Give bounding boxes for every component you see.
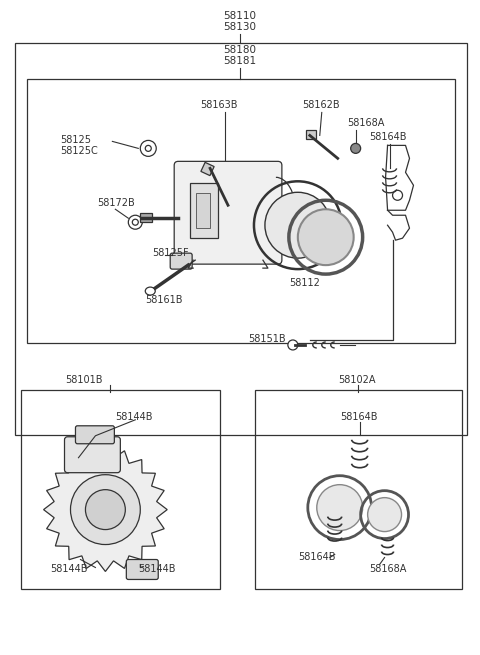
Text: 58172B: 58172B — [97, 198, 135, 208]
Circle shape — [288, 340, 298, 350]
Text: 58163B: 58163B — [200, 100, 238, 111]
Bar — [190, 183, 218, 238]
Circle shape — [351, 143, 360, 153]
Text: 58125F: 58125F — [152, 248, 189, 258]
Text: 58112: 58112 — [289, 278, 320, 288]
Text: 58144B: 58144B — [50, 565, 88, 574]
Text: 58164B: 58164B — [340, 412, 377, 422]
Circle shape — [71, 475, 140, 544]
Text: 58164B: 58164B — [298, 552, 336, 561]
Circle shape — [265, 193, 331, 258]
Text: 58180: 58180 — [224, 45, 256, 54]
Text: 58168A: 58168A — [370, 565, 407, 574]
Text: 58101B: 58101B — [65, 375, 103, 385]
Circle shape — [85, 490, 125, 530]
Text: 58110: 58110 — [224, 10, 256, 21]
Text: 58162B: 58162B — [302, 100, 339, 111]
Text: 58164B: 58164B — [370, 132, 407, 142]
Text: 58102A: 58102A — [338, 375, 375, 385]
Circle shape — [298, 209, 354, 265]
Circle shape — [317, 485, 363, 531]
FancyBboxPatch shape — [75, 426, 114, 443]
Text: 58161B: 58161B — [145, 295, 183, 305]
Bar — [26, 79, 456, 343]
FancyBboxPatch shape — [174, 161, 282, 264]
Bar — [306, 130, 316, 140]
Text: 58144B: 58144B — [138, 565, 176, 574]
Bar — [15, 43, 468, 435]
Text: 58181: 58181 — [223, 56, 257, 66]
Circle shape — [368, 498, 402, 532]
Bar — [140, 214, 152, 222]
Bar — [201, 162, 214, 176]
Text: 58168A: 58168A — [348, 119, 385, 128]
Text: 58144B: 58144B — [115, 412, 153, 422]
Text: 58125C: 58125C — [60, 146, 98, 157]
Bar — [255, 390, 462, 590]
FancyBboxPatch shape — [170, 253, 192, 269]
FancyBboxPatch shape — [64, 437, 120, 473]
FancyBboxPatch shape — [126, 559, 158, 580]
Text: 58151B: 58151B — [248, 334, 286, 344]
Polygon shape — [44, 448, 167, 571]
Circle shape — [393, 191, 403, 200]
Text: 58125: 58125 — [60, 136, 92, 145]
Bar — [21, 390, 220, 590]
Text: 58130: 58130 — [224, 22, 256, 31]
Bar — [196, 193, 210, 228]
